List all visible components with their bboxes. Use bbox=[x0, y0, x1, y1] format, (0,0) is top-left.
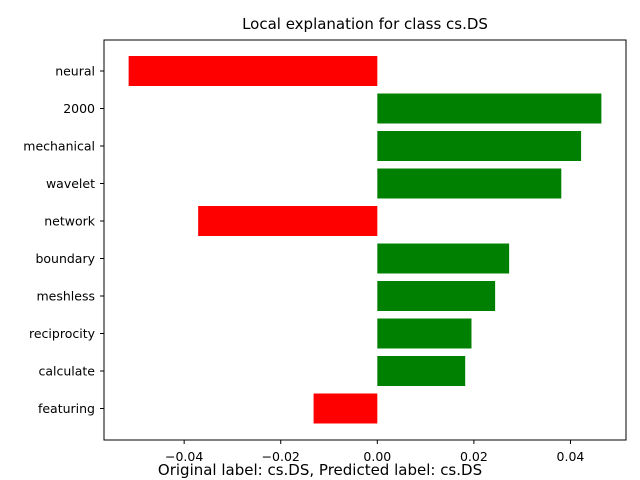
y-tick-label: reciprocity bbox=[29, 326, 96, 341]
bar-network bbox=[198, 206, 378, 236]
y-tick-label: calculate bbox=[38, 364, 95, 379]
y-tick-label: network bbox=[44, 214, 96, 229]
y-tick-label: neural bbox=[55, 64, 95, 79]
chart-caption: Original label: cs.DS, Predicted label: … bbox=[158, 461, 482, 479]
bar-meshless bbox=[377, 281, 496, 311]
bars bbox=[128, 56, 602, 424]
x-tick-label: −0.02 bbox=[262, 449, 300, 464]
bar-calculate bbox=[377, 356, 466, 386]
bar-wavelet bbox=[377, 168, 562, 199]
chart-title: Local explanation for class cs.DS bbox=[242, 15, 488, 33]
bar-featuring bbox=[313, 393, 378, 424]
x-tick-label: 0.02 bbox=[460, 449, 488, 464]
y-tick-label: 2000 bbox=[63, 101, 95, 116]
bar-boundary bbox=[377, 243, 510, 274]
x-axis-ticks: −0.04 −0.02 0.00 0.02 0.04 bbox=[165, 440, 584, 464]
y-tick-label: featuring bbox=[38, 401, 95, 416]
x-tick-label: 0.00 bbox=[363, 449, 391, 464]
bar-reciprocity bbox=[377, 318, 472, 349]
y-tick-label: meshless bbox=[37, 289, 96, 304]
y-tick-label: mechanical bbox=[23, 139, 95, 154]
y-tick-label: boundary bbox=[35, 251, 95, 266]
x-tick-label: −0.04 bbox=[165, 449, 203, 464]
plot-frame bbox=[103, 39, 627, 441]
x-tick-label: 0.04 bbox=[557, 449, 585, 464]
bar-2000 bbox=[377, 93, 602, 124]
y-axis-ticks: neural 2000 mechanical wavelet network bounda… bbox=[23, 64, 104, 416]
bar-neural bbox=[128, 56, 378, 86]
bar-mechanical bbox=[377, 131, 582, 161]
y-tick-label: wavelet bbox=[46, 176, 95, 191]
